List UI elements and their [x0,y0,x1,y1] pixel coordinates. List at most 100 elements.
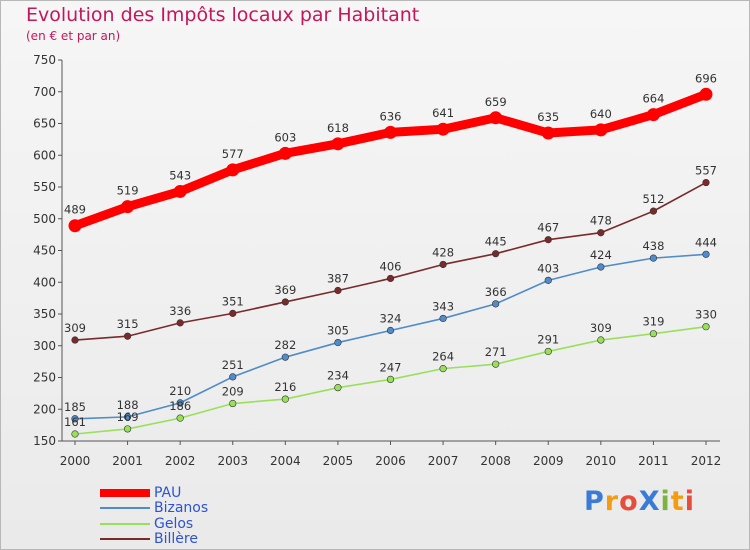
data-label-billre: 428 [432,245,454,259]
data-point-gelos [386,375,395,384]
data-point-bizanos [176,399,184,407]
data-point-bizanos [229,373,237,381]
data-point-gelos [229,399,237,408]
data-label-pau: 641 [432,106,454,120]
data-point-billre [702,178,710,187]
data-point-bizanos [702,250,710,258]
data-label-bizanos: 438 [642,239,664,253]
data-point-gelos [71,430,79,438]
data-label-bizanos: 343 [432,299,454,313]
data-label-gelos: 319 [642,315,664,329]
data-point-gelos [281,395,289,403]
data-point-billre [281,298,289,306]
data-label-gelos: 169 [117,410,139,424]
y-tick-label: 550 [33,180,56,194]
data-label-billre: 309 [64,321,86,335]
legend-swatch-pau [100,489,150,497]
data-label-billre: 387 [327,272,349,286]
data-label-gelos: 209 [222,385,244,399]
legend-swatch-gelos [100,523,150,525]
logo-letter: i [684,486,695,517]
data-point-gelos [702,323,710,331]
data-label-bizanos: 444 [695,235,717,249]
data-label-bizanos: 210 [169,384,191,398]
y-tick-label: 500 [33,212,56,226]
data-point-billre [176,319,184,327]
data-point-gelos [597,336,605,344]
data-point-billre [229,309,237,317]
data-label-billre: 369 [274,283,296,297]
data-point-bizanos [281,353,289,361]
data-label-gelos: 161 [64,415,86,429]
data-point-bizanos [71,415,79,423]
x-tick-label: 2000 [60,454,91,468]
chart-title: Evolution des Impôts locaux par Habitant [26,4,420,26]
data-point-pau [278,146,292,160]
legend-label-bizanos: Bizanos [154,500,209,516]
data-label-gelos: 330 [695,308,717,322]
data-point-pau [331,137,345,151]
x-tick-label: 2006 [375,454,406,468]
data-point-pau [541,126,555,140]
data-label-gelos: 291 [537,332,559,346]
data-point-pau [121,200,135,214]
data-label-gelos: 264 [432,350,454,364]
legend-swatch-bizanos [100,507,150,509]
legend-label-pau: PAU [154,485,182,501]
data-label-pau: 696 [695,71,717,85]
legend-swatch-billere [100,538,150,540]
data-label-bizanos: 305 [327,324,349,338]
x-tick-label: 2010 [586,454,617,468]
y-tick-label: 450 [33,244,56,258]
legend-label-gelos: Gelos [154,516,194,532]
logo-letter: X [638,486,661,517]
proxiti-logo: ProXiti [584,486,695,517]
data-point-billre [544,236,552,244]
data-point-bizanos [386,326,395,335]
data-point-pau [594,123,608,137]
data-label-pau: 659 [485,95,507,109]
data-point-bizanos [649,254,658,262]
data-label-billre: 445 [485,235,507,249]
x-tick-label: 2007 [428,454,459,468]
x-tick-label: 2011 [638,454,669,468]
x-tick-label: 2009 [533,454,564,468]
data-label-billre: 512 [642,192,664,206]
data-point-gelos [176,414,184,422]
legend-item-bizanos: Bizanos [100,500,208,516]
data-label-billre: 351 [222,294,244,308]
data-label-pau: 636 [380,109,402,123]
data-point-billre [334,286,342,295]
data-label-gelos: 216 [274,380,296,394]
data-label-bizanos: 185 [64,400,86,414]
data-label-gelos: 309 [590,321,612,335]
y-tick-label: 700 [33,85,56,99]
y-tick-label: 600 [33,148,56,162]
data-label-billre: 336 [169,304,191,318]
x-tick-label: 2003 [217,454,248,468]
data-label-billre: 478 [590,214,612,228]
data-label-bizanos: 324 [380,312,402,326]
data-labels: 161 169 186 209 216 234 247 264 271 291 309 319 330 1… [64,71,717,429]
x-tick-label: 2004 [270,454,301,468]
y-axis-ticks: 150 200 250 300 350 400 450 500 550 600 650 700 750 [33,53,62,448]
x-tick-label: 2012 [691,454,722,468]
legend-label-billere: Billère [154,531,198,547]
y-tick-label: 650 [33,117,56,131]
data-point-bizanos [597,263,605,271]
data-point-billre [649,207,658,215]
y-tick-label: 400 [33,275,56,289]
data-label-bizanos: 188 [117,398,139,412]
legend-item-pau: PAU [100,485,181,501]
data-label-pau: 577 [222,147,244,161]
data-point-pau [173,184,187,198]
data-point-pau [226,163,240,177]
data-label-pau: 489 [64,203,86,217]
data-label-gelos: 271 [485,345,507,359]
x-tick-label: 2001 [112,454,143,468]
y-tick-label: 300 [33,339,56,353]
logo-letter: r [604,486,620,517]
data-label-pau: 519 [117,184,139,198]
logo-letter: i [660,486,671,517]
